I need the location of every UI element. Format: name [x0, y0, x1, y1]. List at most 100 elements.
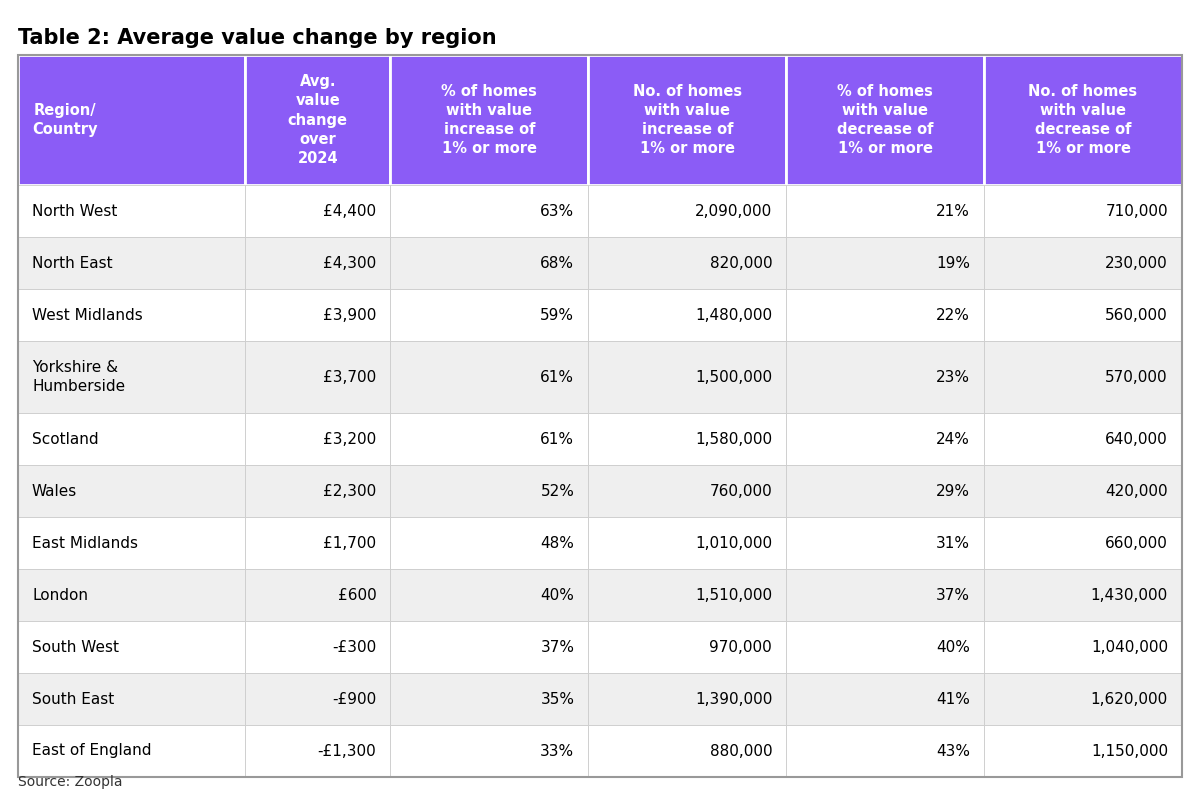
Text: East of England: East of England — [32, 743, 151, 758]
Text: 23%: 23% — [936, 370, 970, 385]
Bar — [245, 289, 390, 341]
Bar — [786, 465, 984, 517]
Text: Wales: Wales — [32, 483, 77, 498]
Text: -£300: -£300 — [332, 639, 377, 654]
Bar — [786, 289, 984, 341]
Text: 61%: 61% — [540, 431, 575, 446]
Bar — [588, 237, 786, 289]
Text: 41%: 41% — [936, 691, 970, 706]
Bar — [18, 289, 245, 341]
Text: £1,700: £1,700 — [323, 535, 377, 550]
Text: -£1,300: -£1,300 — [318, 743, 377, 758]
Bar — [588, 569, 786, 621]
Bar — [390, 185, 588, 237]
Text: 1,480,000: 1,480,000 — [695, 307, 773, 322]
Bar — [245, 55, 390, 185]
Bar — [588, 185, 786, 237]
Bar — [588, 341, 786, 413]
Bar — [786, 569, 984, 621]
Bar — [245, 673, 390, 725]
Bar — [984, 673, 1182, 725]
Text: 1,500,000: 1,500,000 — [695, 370, 773, 385]
Text: % of homes
with value
increase of
1% or more: % of homes with value increase of 1% or … — [442, 84, 538, 156]
Text: £3,900: £3,900 — [323, 307, 377, 322]
Text: 420,000: 420,000 — [1105, 483, 1168, 498]
Text: 820,000: 820,000 — [709, 255, 773, 270]
Bar — [18, 725, 245, 777]
Text: 35%: 35% — [540, 691, 575, 706]
Bar — [984, 725, 1182, 777]
Bar — [786, 341, 984, 413]
Bar — [18, 621, 245, 673]
Bar — [390, 725, 588, 777]
Bar — [245, 569, 390, 621]
Text: £4,400: £4,400 — [323, 203, 377, 218]
Bar — [984, 569, 1182, 621]
Text: 880,000: 880,000 — [709, 743, 773, 758]
Text: London: London — [32, 587, 88, 602]
Bar — [588, 55, 786, 185]
Bar — [18, 55, 245, 185]
Text: 660,000: 660,000 — [1105, 535, 1168, 550]
Bar — [984, 621, 1182, 673]
Bar — [18, 341, 245, 413]
Text: 43%: 43% — [936, 743, 970, 758]
Bar — [390, 673, 588, 725]
Bar — [786, 673, 984, 725]
Text: £4,300: £4,300 — [323, 255, 377, 270]
Text: 970,000: 970,000 — [709, 639, 773, 654]
Text: No. of homes
with value
increase of
1% or more: No. of homes with value increase of 1% o… — [632, 84, 742, 156]
Text: 19%: 19% — [936, 255, 970, 270]
Bar — [245, 237, 390, 289]
Bar — [18, 237, 245, 289]
Text: 710,000: 710,000 — [1105, 203, 1168, 218]
Text: 24%: 24% — [936, 431, 970, 446]
Text: South East: South East — [32, 691, 114, 706]
Bar — [390, 569, 588, 621]
Text: North West: North West — [32, 203, 118, 218]
Bar — [786, 55, 984, 185]
Text: 61%: 61% — [540, 370, 575, 385]
Bar — [786, 237, 984, 289]
Bar — [588, 517, 786, 569]
Text: 48%: 48% — [540, 535, 575, 550]
Text: £3,200: £3,200 — [323, 431, 377, 446]
Text: 21%: 21% — [936, 203, 970, 218]
Text: £600: £600 — [337, 587, 377, 602]
Text: £3,700: £3,700 — [323, 370, 377, 385]
Text: £2,300: £2,300 — [323, 483, 377, 498]
Bar — [786, 517, 984, 569]
Text: 31%: 31% — [936, 535, 970, 550]
Bar — [588, 413, 786, 465]
Text: Source: Zoopla: Source: Zoopla — [18, 775, 122, 789]
Text: 29%: 29% — [936, 483, 970, 498]
Bar — [18, 517, 245, 569]
Bar — [18, 673, 245, 725]
Bar — [390, 289, 588, 341]
Bar — [390, 55, 588, 185]
Text: -£900: -£900 — [332, 691, 377, 706]
Text: 1,580,000: 1,580,000 — [695, 431, 773, 446]
Text: 40%: 40% — [540, 587, 575, 602]
Bar — [390, 621, 588, 673]
Bar — [984, 185, 1182, 237]
Text: 1,040,000: 1,040,000 — [1091, 639, 1168, 654]
Text: 640,000: 640,000 — [1105, 431, 1168, 446]
Text: South West: South West — [32, 639, 119, 654]
Bar — [390, 413, 588, 465]
Bar — [245, 465, 390, 517]
Bar — [245, 185, 390, 237]
Bar — [245, 341, 390, 413]
Bar — [984, 55, 1182, 185]
Bar — [588, 725, 786, 777]
Text: % of homes
with value
decrease of
1% or more: % of homes with value decrease of 1% or … — [836, 84, 934, 156]
Text: 68%: 68% — [540, 255, 575, 270]
Text: 59%: 59% — [540, 307, 575, 322]
Text: 52%: 52% — [540, 483, 575, 498]
Text: 63%: 63% — [540, 203, 575, 218]
Bar — [588, 621, 786, 673]
Bar — [786, 413, 984, 465]
Text: 1,150,000: 1,150,000 — [1091, 743, 1168, 758]
Text: 2,090,000: 2,090,000 — [695, 203, 773, 218]
Bar — [390, 341, 588, 413]
